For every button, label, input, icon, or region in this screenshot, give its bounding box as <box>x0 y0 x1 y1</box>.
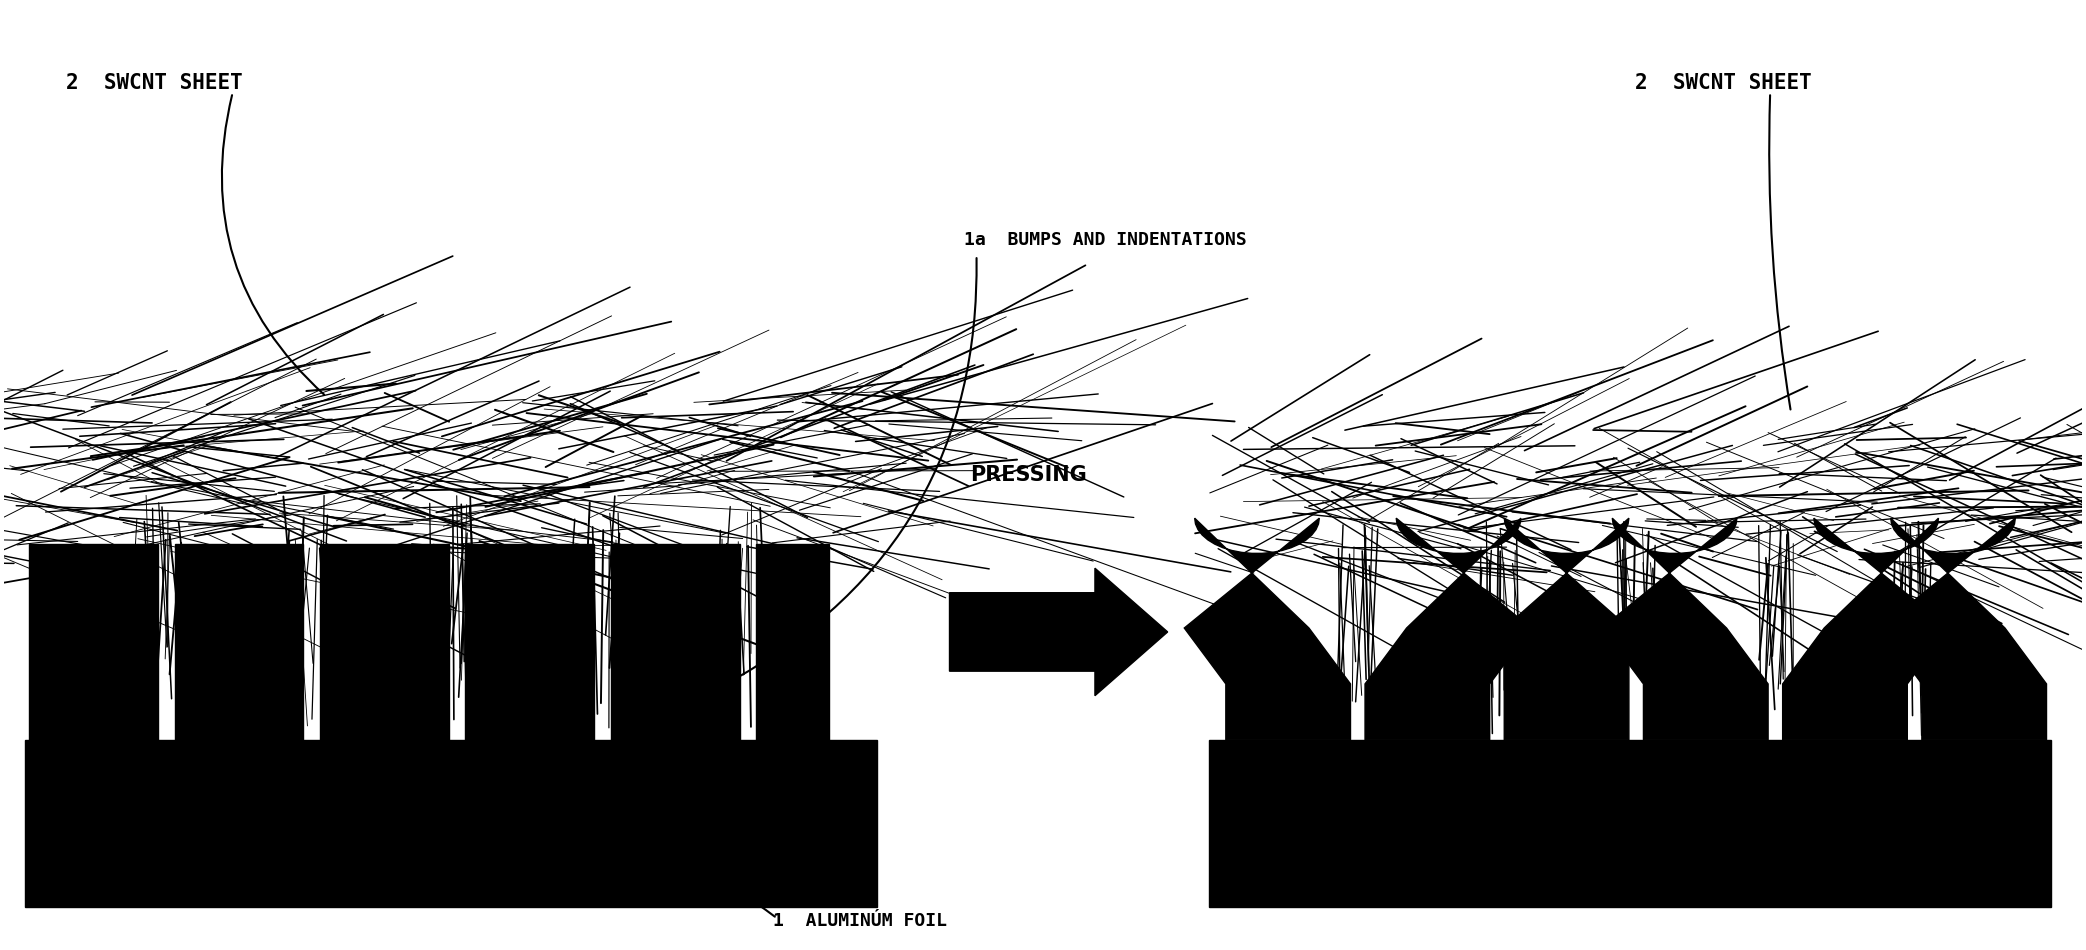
Polygon shape <box>1364 518 1531 740</box>
Text: 2  SWCNT SHEET: 2 SWCNT SHEET <box>1635 73 1813 93</box>
Bar <box>757 543 828 740</box>
Bar <box>29 543 159 740</box>
Polygon shape <box>1879 518 2046 740</box>
Bar <box>175 543 302 740</box>
Bar <box>319 543 448 740</box>
Bar <box>465 543 595 740</box>
Polygon shape <box>1185 518 1350 740</box>
Bar <box>611 543 741 740</box>
Text: PRESSING: PRESSING <box>970 465 1087 485</box>
Text: 1  ALUMINÚM FOIL: 1 ALUMINÚM FOIL <box>774 912 947 930</box>
Bar <box>1210 740 2051 906</box>
Polygon shape <box>1784 518 1948 740</box>
FancyArrow shape <box>949 568 1168 695</box>
Polygon shape <box>1602 518 1769 740</box>
Text: 2  SWCNT SHEET: 2 SWCNT SHEET <box>67 73 244 93</box>
Bar <box>25 740 876 906</box>
Polygon shape <box>1504 518 1629 740</box>
Text: 1a  BUMPS AND INDENTATIONS: 1a BUMPS AND INDENTATIONS <box>964 231 1247 249</box>
